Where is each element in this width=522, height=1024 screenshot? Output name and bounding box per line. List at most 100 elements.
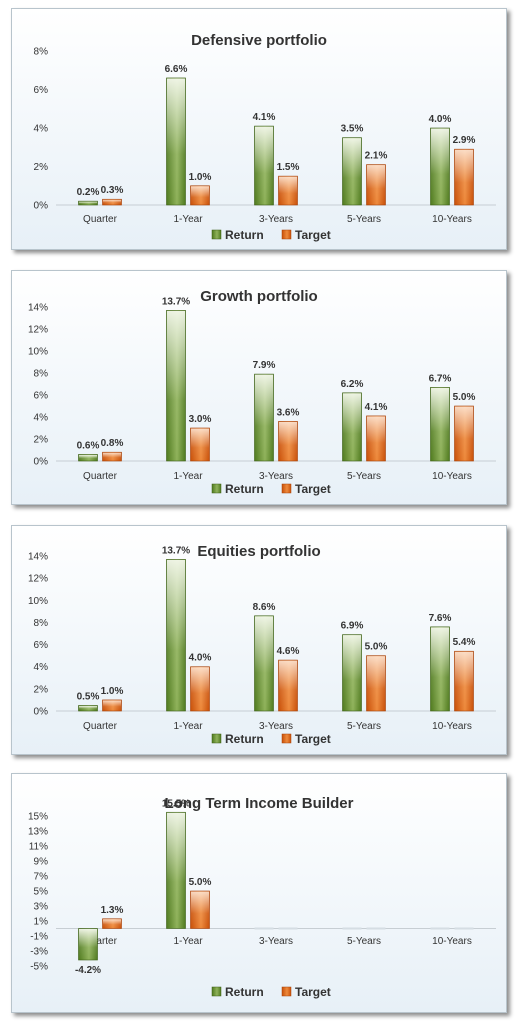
legend: Return Target — [211, 228, 331, 242]
orange-bar-icon — [281, 483, 292, 494]
y-tick-label: 4% — [34, 124, 49, 135]
return-data-label: 13.7% — [162, 296, 190, 307]
return-data-label: 7.9% — [253, 360, 276, 371]
chart-defensive: Defensive portfolio 0% 2% 4% 6% 8% Quarter 0.2%… — [34, 32, 496, 242]
y-tick-label: 10% — [28, 596, 48, 607]
y-tick-label: 6% — [34, 85, 49, 96]
return-bar-highlight — [431, 128, 449, 205]
target-data-label: 5.0% — [365, 642, 388, 653]
chart-panel-income-builder: Long Term Income Builder -5% -3% -1% 1% 3% 5% 7… — [11, 773, 507, 1013]
y-tick-label: 8% — [34, 47, 49, 58]
target-bar — [366, 927, 386, 930]
return-bar-highlight — [79, 929, 97, 960]
y-tick-label: 2% — [34, 684, 49, 695]
chart-equities: Equities portfolio 0% 2% 4% 6% 8% 10% 12% 14% Qua… — [28, 543, 496, 746]
target-data-label: 3.6% — [277, 407, 300, 418]
chart-title: Equities portfolio — [197, 543, 320, 560]
chart-panel-defensive: Defensive portfolio 0% 2% 4% 6% 8% Quarter 0.2%… — [11, 8, 507, 250]
y-tick-label: 12% — [28, 574, 48, 585]
category-label: 3-Years — [259, 721, 293, 732]
return-bar-highlight — [167, 310, 185, 461]
return-bar-highlight — [255, 616, 273, 711]
target-data-label: 1.5% — [277, 162, 300, 173]
target-bar-highlight — [191, 891, 209, 928]
y-tick-label: 0% — [34, 201, 49, 212]
return-data-label: 0.5% — [77, 691, 100, 702]
return-data-label: 0.2% — [77, 187, 100, 198]
category-label: 1-Year — [173, 721, 203, 732]
target-data-label: 2.9% — [453, 135, 476, 146]
target-data-label: 0.3% — [101, 185, 124, 196]
legend-target-label: Target — [295, 228, 331, 242]
y-tick-label: 8% — [34, 369, 49, 380]
target-bar-highlight — [279, 421, 297, 461]
return-bar — [342, 927, 362, 930]
target-bar-highlight — [191, 667, 209, 711]
y-tick-label: -5% — [30, 962, 48, 973]
y-tick-label: 0% — [34, 457, 49, 468]
chart-title: Long Term Income Builder — [165, 795, 354, 812]
target-bar-highlight — [103, 919, 121, 928]
target-bar-highlight — [455, 149, 473, 205]
return-data-label: -4.2% — [75, 965, 101, 976]
target-bar-highlight — [367, 416, 385, 461]
y-tick-label: 14% — [28, 552, 48, 563]
target-data-label: 3.0% — [189, 414, 212, 425]
target-bar-highlight — [455, 406, 473, 461]
y-tick-label: 10% — [28, 347, 48, 358]
return-bar-highlight — [167, 78, 185, 205]
y-tick-label: -1% — [30, 932, 48, 943]
target-data-label: 2.1% — [365, 151, 388, 162]
target-data-label: 5.4% — [453, 637, 476, 648]
target-bar-highlight — [279, 660, 297, 711]
y-tick-label: 11% — [29, 842, 48, 853]
green-bar-icon — [211, 986, 222, 997]
target-data-label: 4.1% — [365, 402, 388, 413]
return-bar-highlight — [167, 559, 185, 711]
y-tick-label: 1% — [34, 917, 49, 928]
category-label: 1-Year — [173, 936, 203, 947]
return-bar-highlight — [79, 705, 97, 711]
return-bar-highlight — [431, 627, 449, 711]
return-data-label: 6.6% — [165, 64, 188, 75]
y-tick-label: 4% — [34, 662, 49, 673]
chart-title: Defensive portfolio — [191, 32, 327, 49]
target-bar-highlight — [279, 176, 297, 205]
y-tick-label: 13% — [28, 827, 48, 838]
category-label: 10-Years — [432, 214, 472, 225]
category-label: 1-Year — [173, 214, 203, 225]
chart-panel-equities: Equities portfolio 0% 2% 4% 6% 8% 10% 12% 14% Qua… — [11, 525, 507, 755]
chart-panel-growth: Growth portfolio 0% 2% 4% 6% 8% 10% 12% 14% Quart… — [11, 270, 507, 505]
return-bar — [430, 927, 450, 930]
chart-income-builder: Long Term Income Builder -5% -3% -1% 1% 3% 5% 7… — [28, 795, 496, 999]
target-bar-highlight — [103, 700, 121, 711]
green-bar-icon — [211, 229, 222, 240]
return-bar-highlight — [167, 812, 185, 928]
return-data-label: 8.6% — [253, 602, 276, 613]
category-label: 5-Years — [347, 936, 381, 947]
category-label: 5-Years — [347, 214, 381, 225]
legend-target-label: Target — [295, 732, 331, 746]
category-label: Quarter — [83, 471, 118, 482]
target-bar-highlight — [367, 165, 385, 205]
target-data-label: 1.0% — [101, 686, 124, 697]
return-bar-highlight — [255, 374, 273, 461]
legend-return-label: Return — [225, 228, 264, 242]
return-data-label: 0.6% — [77, 440, 100, 451]
legend-return-label: Return — [225, 482, 264, 496]
chart-growth: Growth portfolio 0% 2% 4% 6% 8% 10% 12% 14% Quart… — [28, 288, 496, 496]
return-data-label: 4.0% — [429, 114, 452, 125]
target-data-label: 1.3% — [101, 905, 124, 916]
return-bar-highlight — [343, 635, 361, 711]
category-label: 1-Year — [173, 471, 203, 482]
y-tick-label: 6% — [34, 391, 49, 402]
target-bar — [454, 927, 474, 930]
target-data-label: 0.8% — [101, 438, 124, 449]
return-data-label: 13.7% — [162, 545, 190, 556]
legend-return-label: Return — [225, 732, 264, 746]
y-tick-label: 2% — [34, 162, 49, 173]
target-bar-highlight — [191, 186, 209, 205]
return-bar-highlight — [79, 201, 97, 205]
return-data-label: 3.5% — [341, 124, 364, 135]
legend-return-label: Return — [225, 985, 264, 999]
